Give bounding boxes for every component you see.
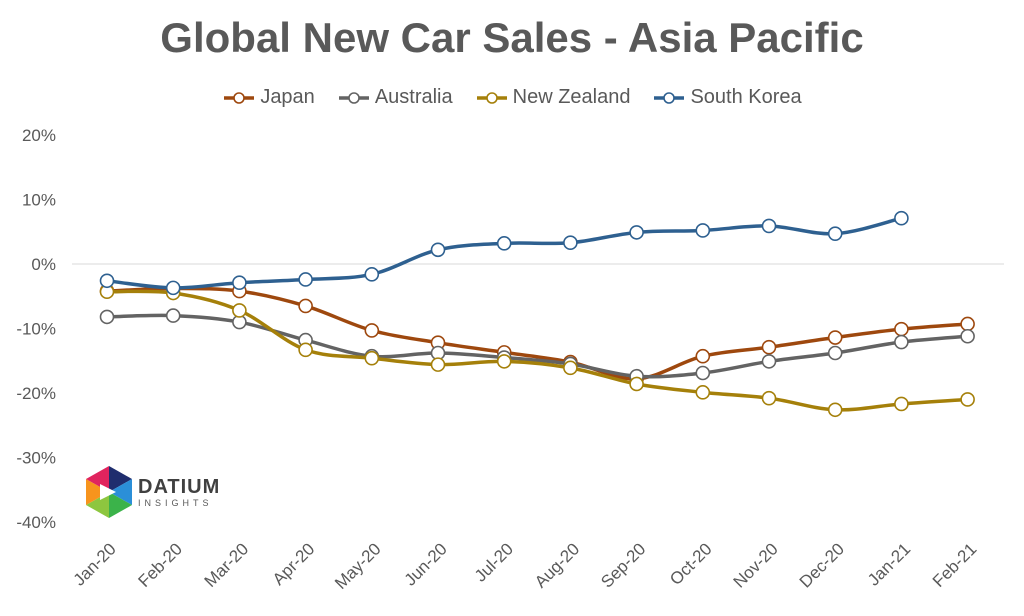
data-point-south-korea [827, 226, 843, 241]
chart-title: Global New Car Sales - Asia Pacific [160, 14, 864, 61]
data-point-japan [960, 316, 975, 332]
legend-label: Japan [260, 86, 315, 108]
x-tick-label: Apr-20 [269, 539, 319, 589]
data-point-new-zealand [629, 376, 644, 392]
x-tick-label: Feb-21 [929, 539, 981, 591]
data-point-south-korea [99, 273, 115, 289]
y-tick-label: 20% [22, 126, 56, 145]
data-point-new-zealand [827, 402, 843, 418]
series-australia [99, 308, 975, 384]
data-point-australia [165, 308, 181, 323]
data-point-new-zealand [695, 385, 711, 400]
legend-marker-japan [224, 91, 255, 104]
data-point-south-korea [298, 272, 313, 287]
x-tick-label: Nov-20 [730, 539, 782, 591]
data-point-south-korea [496, 236, 512, 251]
data-point-japan [298, 298, 313, 314]
legend: Japan Australia New Zealand South Korea [0, 86, 1024, 109]
x-tick-label: Oct-20 [666, 539, 716, 589]
legend-marker-south-korea [654, 91, 685, 104]
data-point-south-korea [430, 242, 446, 258]
data-point-australia [761, 354, 777, 369]
data-point-japan [894, 321, 909, 337]
y-tick-label: -10% [16, 320, 56, 339]
x-tick-label: Mar-20 [201, 539, 253, 591]
y-tick-label: 0% [31, 255, 56, 274]
legend-label: South Korea [690, 86, 802, 108]
data-point-japan [364, 323, 380, 338]
data-point-australia [827, 345, 843, 361]
series-new-zealand [99, 284, 975, 418]
legend-marker-australia [338, 91, 369, 104]
series-line-south-korea [105, 216, 904, 290]
data-point-new-zealand [298, 342, 313, 358]
data-point-new-zealand [960, 392, 975, 407]
legend-item-japan: Japan [222, 86, 315, 109]
data-point-south-korea [761, 218, 777, 234]
y-tick-label: -40% [16, 513, 56, 532]
datium-logo-icon [86, 466, 132, 518]
data-point-south-korea [695, 223, 711, 238]
data-point-new-zealand [364, 350, 380, 366]
x-tick-label: Jan-21 [864, 539, 914, 589]
data-point-australia [960, 328, 975, 344]
data-point-south-korea [232, 275, 247, 291]
y-tick-label: -20% [16, 384, 56, 403]
x-tick-label: Aug-20 [531, 539, 583, 591]
legend-item-australia: Australia [337, 86, 453, 109]
data-point-australia [695, 365, 711, 381]
legend-marker-new-zealand [476, 91, 507, 104]
data-point-japan [761, 339, 777, 355]
data-point-australia [99, 309, 115, 325]
data-point-australia [894, 334, 909, 350]
x-tick-label: Dec-20 [796, 539, 848, 591]
data-point-south-korea [894, 210, 909, 226]
data-point-new-zealand [563, 360, 578, 376]
x-tick-label: Jun-20 [401, 539, 451, 589]
logo-sub-text: INSIGHTS [138, 497, 213, 508]
x-tick-label: Jul-20 [471, 539, 517, 585]
y-tick-label: -30% [16, 449, 56, 468]
legend-label: Australia [374, 86, 453, 108]
data-point-south-korea [364, 267, 380, 282]
data-point-new-zealand [430, 357, 446, 372]
x-tick-label: Jan-20 [70, 539, 120, 589]
data-point-japan [827, 330, 843, 345]
legend-label: New Zealand [512, 86, 631, 108]
data-point-south-korea [165, 280, 181, 296]
x-tick-label: Feb-20 [134, 539, 186, 591]
series-japan [99, 281, 975, 387]
data-point-new-zealand [761, 390, 777, 406]
data-point-new-zealand [496, 354, 512, 369]
series-south-korea [99, 210, 909, 296]
data-point-japan [695, 348, 711, 364]
logo-main-text: DATIUM [138, 475, 221, 498]
legend-item-new-zealand: New Zealand [475, 86, 631, 109]
legend-item-south-korea: South Korea [652, 86, 802, 109]
y-tick-label: 10% [22, 191, 56, 210]
datium-insights-logo: DATIUM INSIGHTS [86, 466, 220, 518]
data-point-south-korea [629, 225, 644, 240]
data-point-south-korea [563, 235, 578, 251]
x-tick-label: Sep-20 [597, 539, 649, 591]
x-tick-label: May-20 [331, 539, 385, 593]
data-point-new-zealand [232, 303, 247, 318]
data-point-new-zealand [894, 396, 909, 412]
